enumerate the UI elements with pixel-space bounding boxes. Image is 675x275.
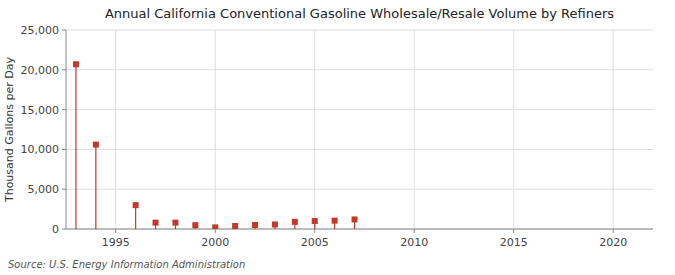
x-tick xyxy=(613,229,614,233)
y-grid-line xyxy=(66,69,653,70)
stem xyxy=(75,64,76,229)
marker xyxy=(332,218,338,224)
x-tick xyxy=(513,229,514,233)
marker xyxy=(133,202,139,208)
marker xyxy=(153,220,159,226)
y-tick xyxy=(62,69,66,70)
y-tick xyxy=(62,189,66,190)
chart: Annual California Conventional Gasoline … xyxy=(0,0,675,275)
grid xyxy=(66,30,653,229)
x-grid-line xyxy=(115,30,116,229)
y-tick-label: 15,000 xyxy=(21,104,60,117)
y-tick-label: 25,000 xyxy=(21,24,60,37)
y-axis-line xyxy=(66,30,67,229)
x-tick xyxy=(314,229,315,233)
x-tick-label: 2000 xyxy=(201,236,229,249)
x-tick-label: 1995 xyxy=(102,236,130,249)
marker xyxy=(93,142,99,148)
x-tick-label: 2015 xyxy=(500,236,528,249)
x-grid-line xyxy=(414,30,415,229)
y-tick-label: 10,000 xyxy=(21,143,60,156)
y-axis-label: Thousand Gallons per Day xyxy=(3,56,16,203)
marker xyxy=(192,222,198,228)
y-grid-line xyxy=(66,189,653,190)
marker xyxy=(172,220,178,226)
source: Source: U.S. Energy Information Administ… xyxy=(8,259,245,270)
marks xyxy=(73,61,358,229)
y-grid-line xyxy=(66,109,653,110)
x-axis-line xyxy=(66,229,653,230)
x-grid-line xyxy=(513,30,514,229)
y-grid-line xyxy=(66,149,653,150)
y-grid-line xyxy=(66,30,653,31)
marker xyxy=(232,223,238,229)
stem xyxy=(95,145,96,229)
marker xyxy=(272,221,278,227)
x-tick xyxy=(115,229,116,233)
title: Annual California Conventional Gasoline … xyxy=(105,6,614,21)
x-tick-label: 2005 xyxy=(301,236,329,249)
x-tick-label: 2010 xyxy=(400,236,428,249)
y-tick-label: 5,000 xyxy=(28,183,60,196)
y-tick xyxy=(62,229,66,230)
marker xyxy=(252,222,258,228)
marker xyxy=(312,218,318,224)
y-grid-line xyxy=(66,229,653,230)
axes: 0 5,000 10,000 15,000 20,000 25,000 1995 2000 20… xyxy=(21,24,654,249)
chart-container: Annual California Conventional Gasoline … xyxy=(0,0,675,275)
stem xyxy=(135,205,136,229)
y-tick-label: 0 xyxy=(52,223,59,236)
marker xyxy=(352,216,358,222)
x-grid-line xyxy=(314,30,315,229)
x-grid-line xyxy=(215,30,216,229)
y-tick xyxy=(62,149,66,150)
marker xyxy=(292,219,298,225)
y-tick xyxy=(62,109,66,110)
y-tick xyxy=(62,30,66,31)
x-tick xyxy=(414,229,415,233)
x-tick xyxy=(215,229,216,233)
x-grid-line xyxy=(613,30,614,229)
marker xyxy=(212,224,218,229)
x-tick-label: 2020 xyxy=(599,236,627,249)
y-tick-label: 20,000 xyxy=(21,64,60,77)
marker xyxy=(73,61,79,67)
